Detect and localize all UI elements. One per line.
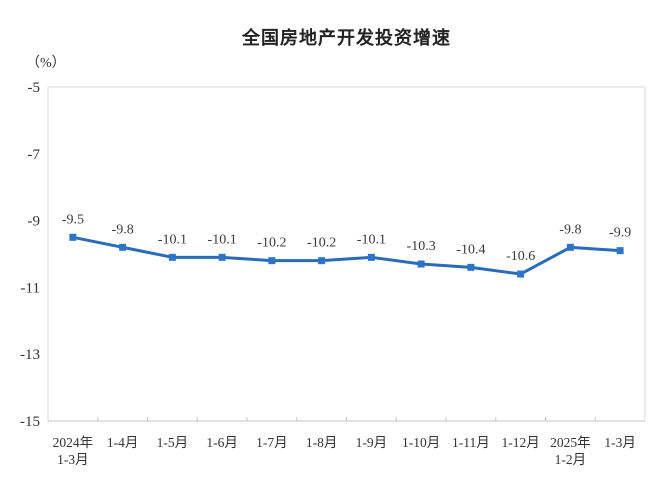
data-label: -9.5 [62, 212, 84, 227]
data-label: -10.3 [407, 239, 436, 254]
y-tick-label: -9 [28, 214, 41, 230]
data-point [218, 253, 226, 261]
data-label: -10.2 [257, 236, 286, 251]
data-point [517, 270, 525, 278]
data-point [318, 257, 326, 265]
data-label: -9.8 [112, 222, 134, 237]
y-tick-label: -13 [20, 347, 40, 363]
x-tick-label: 1-4月 [107, 435, 139, 450]
y-tick-label: -15 [20, 414, 40, 430]
x-tick-label: 2025年 [550, 435, 591, 450]
x-tick-label: 1-8月 [306, 435, 338, 450]
x-tick-label: 1-9月 [356, 435, 388, 450]
data-label: -10.4 [456, 242, 485, 257]
data-point [69, 233, 77, 241]
y-tick-label: -5 [28, 80, 41, 96]
data-point [417, 260, 425, 268]
data-label: -10.2 [307, 236, 336, 251]
data-label: -10.6 [506, 249, 535, 264]
x-tick-label: 1-12月 [502, 435, 540, 450]
x-tick-label: 1-3月 [604, 435, 636, 450]
y-tick-label: -7 [28, 147, 41, 163]
data-point [119, 243, 127, 251]
data-point [168, 253, 176, 261]
data-label: -9.9 [609, 226, 631, 241]
data-point [367, 253, 375, 261]
trend-line [72, 235, 621, 276]
chart-title: 全国房地产开发投资增速 [242, 28, 451, 48]
x-tick-label: 1-5月 [157, 435, 189, 450]
data-label: -10.1 [208, 232, 237, 247]
data-label: -9.8 [559, 222, 581, 237]
data-point [467, 263, 475, 271]
y-axis-unit-label: （%） [26, 56, 66, 71]
x-tick-label: 1-11月 [452, 435, 490, 450]
data-point [566, 243, 574, 251]
x-tick-label: 1-7月 [256, 435, 288, 450]
x-tick-label: 2024年 [53, 435, 94, 450]
data-label: -10.1 [158, 232, 187, 247]
x-tick-label: 1-2月 [555, 452, 587, 467]
y-tick-label: -11 [21, 280, 40, 296]
data-point [616, 247, 624, 255]
data-label: -10.1 [357, 232, 386, 247]
x-tick-label: 1-10月 [402, 435, 440, 450]
x-tick-label: 1-6月 [206, 435, 238, 450]
x-tick-label: 1-3月 [57, 452, 89, 467]
data-point [268, 257, 276, 265]
